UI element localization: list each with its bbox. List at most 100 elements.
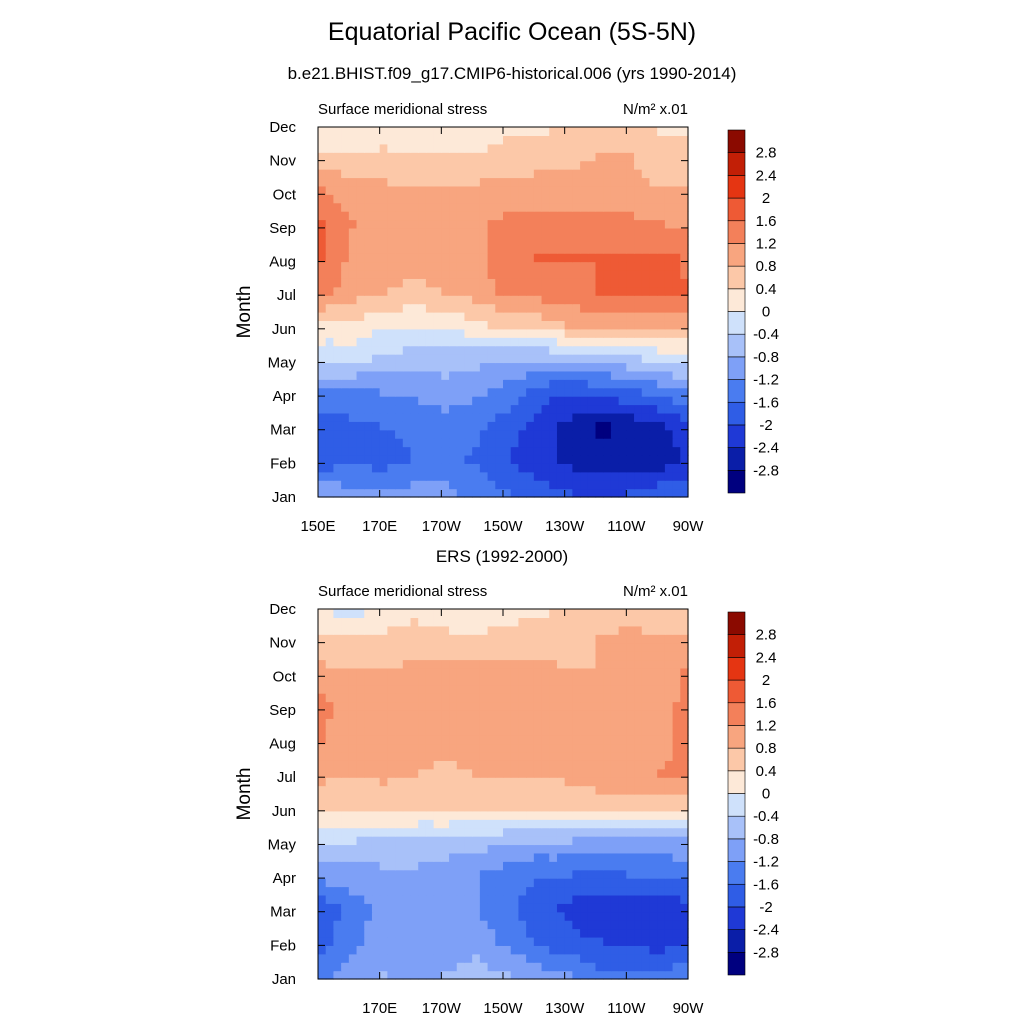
heatmap-cell — [572, 354, 581, 364]
heatmap-cell — [348, 953, 358, 963]
heatmap-cell — [487, 396, 496, 406]
heatmap-cell — [464, 617, 473, 627]
heatmap-cell — [456, 659, 466, 669]
heatmap-cell — [672, 160, 681, 170]
heatmap-cell — [318, 819, 327, 829]
heatmap-cell — [657, 785, 666, 795]
heatmap-cell — [395, 446, 404, 456]
heatmap-cell — [672, 143, 681, 153]
heatmap-cell — [680, 387, 689, 397]
heatmap-cell — [418, 617, 427, 627]
heatmap-cell — [649, 709, 658, 719]
heatmap-cell — [595, 617, 604, 627]
colorbar-label: 2 — [762, 672, 770, 689]
heatmap-cell — [333, 219, 342, 229]
heatmap-cell — [510, 642, 520, 652]
heatmap-cell — [541, 354, 550, 364]
heatmap-cell — [580, 659, 589, 669]
heatmap-cell — [425, 387, 435, 397]
heatmap-cell — [441, 261, 450, 271]
heatmap-cell — [680, 651, 689, 661]
heatmap-cell — [556, 471, 566, 481]
heatmap-cell — [572, 718, 581, 728]
heatmap-cell — [395, 227, 404, 237]
heatmap-cell — [318, 794, 327, 804]
heatmap-cell — [479, 928, 489, 938]
heatmap-cell — [379, 194, 388, 204]
heatmap-cell — [441, 676, 450, 686]
heatmap-cell — [495, 794, 504, 804]
heatmap-cell — [518, 320, 527, 330]
heatmap-cell — [564, 345, 573, 355]
heatmap-cell — [418, 135, 427, 145]
heatmap-cell — [533, 625, 543, 635]
heatmap-cell — [603, 634, 612, 644]
heatmap-cell — [541, 143, 550, 153]
heatmap-cell — [379, 810, 388, 820]
heatmap-cell — [587, 886, 597, 896]
heatmap-cell — [603, 169, 612, 179]
heatmap-cell — [680, 211, 689, 221]
heatmap-cell — [518, 236, 527, 246]
heatmap-cell — [449, 928, 458, 938]
heatmap-cell — [472, 844, 481, 854]
heatmap-cell — [649, 387, 658, 397]
heatmap-cell — [333, 135, 342, 145]
heatmap-cell — [341, 861, 350, 871]
heatmap-cell — [641, 676, 651, 686]
heatmap-cell — [325, 328, 335, 338]
heatmap-cell — [495, 404, 504, 414]
heatmap-cell — [495, 945, 504, 955]
heatmap-cell — [618, 667, 627, 677]
y-tick-label: Jan — [272, 971, 296, 988]
heatmap-cell — [610, 701, 620, 711]
heatmap-cell — [325, 768, 335, 778]
heatmap-cell — [672, 709, 681, 719]
heatmap-cell — [564, 751, 573, 761]
heatmap-cell — [672, 928, 681, 938]
heatmap-cell — [533, 370, 543, 380]
heatmap-cell — [503, 642, 512, 652]
heatmap-cell — [526, 609, 535, 619]
heatmap-cell — [371, 886, 381, 896]
heatmap-cell — [572, 634, 581, 644]
heatmap-cell — [472, 693, 481, 703]
heatmap-cell — [618, 387, 627, 397]
heatmap-cell — [657, 354, 666, 364]
heatmap-cell — [402, 953, 412, 963]
heatmap-cell — [341, 642, 350, 652]
heatmap-cell — [572, 735, 581, 745]
heatmap-cell — [641, 303, 651, 313]
y-tick-label: Jul — [277, 287, 296, 304]
heatmap-cell — [603, 642, 612, 652]
heatmap-cell — [449, 396, 458, 406]
heatmap-cell — [541, 928, 550, 938]
heatmap-cell — [657, 253, 666, 263]
heatmap-cell — [634, 286, 643, 296]
heatmap-cell — [518, 819, 527, 829]
heatmap-cell — [472, 718, 481, 728]
heatmap-cell — [533, 328, 543, 338]
heatmap-cell — [379, 928, 388, 938]
heatmap-cell — [634, 261, 643, 271]
heatmap-cell — [395, 625, 404, 635]
heatmap-cell — [348, 211, 358, 221]
heatmap-cell — [325, 488, 335, 498]
heatmap-cell — [610, 617, 620, 627]
heatmap-cell — [495, 160, 504, 170]
heatmap-cell — [580, 794, 589, 804]
heatmap-cell — [464, 135, 473, 145]
heatmap-cell — [541, 454, 550, 464]
heatmap-cell — [533, 412, 543, 422]
heatmap-cell — [680, 227, 689, 237]
heatmap-cell — [649, 421, 658, 431]
heatmap-cell — [587, 429, 597, 439]
heatmap-cell — [487, 676, 496, 686]
heatmap-cell — [595, 861, 604, 871]
heatmap-cell — [580, 480, 589, 490]
heatmap-cell — [433, 160, 442, 170]
heatmap-cell — [433, 819, 442, 829]
heatmap-cell — [595, 802, 604, 812]
heatmap-cell — [603, 794, 612, 804]
heatmap-cell — [657, 777, 666, 787]
